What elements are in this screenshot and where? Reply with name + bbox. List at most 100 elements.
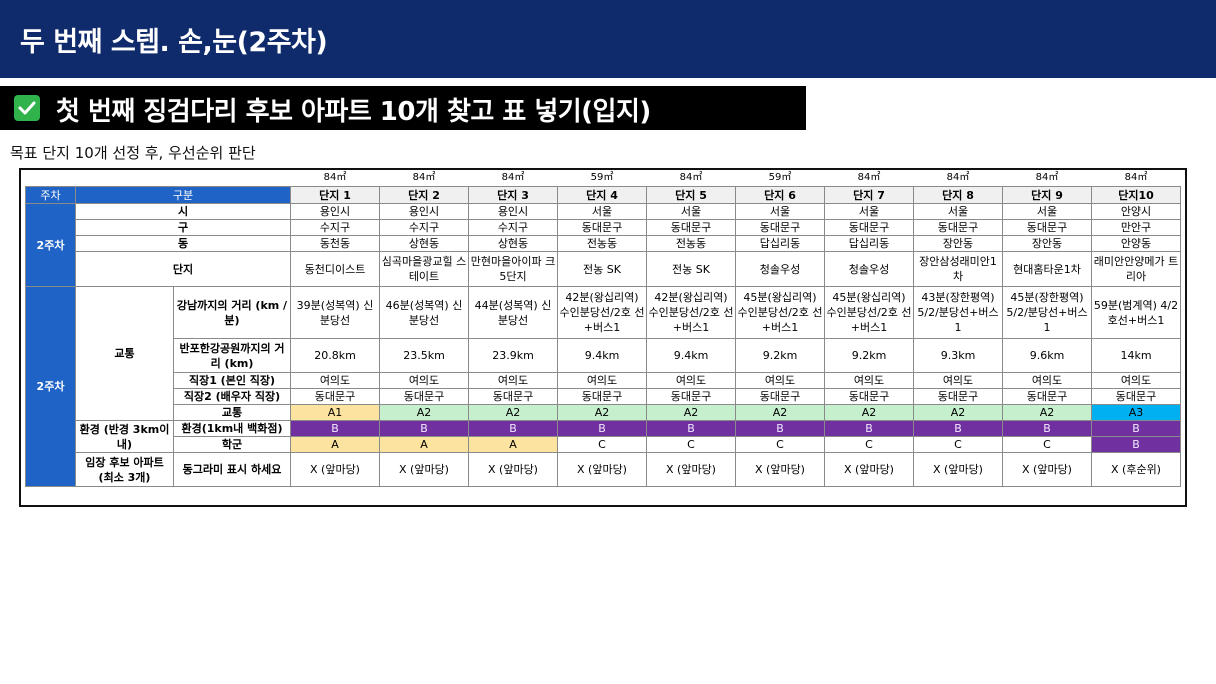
top-title-bar: 두 번째 스텝. 손,눈(2주차): [0, 0, 1216, 78]
gangnam-cell: 46분(성복역) 신분당선: [379, 286, 469, 339]
environment-cell: B: [1002, 420, 1092, 437]
si-cell: 서울: [557, 203, 647, 220]
gu-cell: 수지구: [379, 219, 469, 236]
dong-cell: 상현동: [379, 235, 469, 252]
transport-cell: A2: [735, 404, 825, 421]
gu-cell: 동대문구: [735, 219, 825, 236]
job2-cell: 동대문구: [379, 388, 469, 405]
si-cell: 서울: [735, 203, 825, 220]
size-label: 84㎡: [412, 172, 436, 183]
gangnam-cell: 45분(왕십리역) 수인분당선/2호 선+버스1: [824, 286, 914, 339]
category-header: 구분: [75, 186, 291, 204]
label-visit-group: 임장 후보 아파트 (최소 3개): [75, 452, 174, 487]
label-job2: 직장2 (배우자 직장): [173, 388, 291, 405]
label-env-grade: 환경(1km내 백화점): [173, 420, 291, 437]
complex-header: 단지 2: [379, 186, 469, 204]
transport-cell: A2: [379, 404, 469, 421]
label-visit-note: 동그라미 표시 하세요: [173, 452, 291, 487]
gangnam-cell: 43분(장한평역) 5/2/분당선+버스 1: [913, 286, 1003, 339]
banpo-cell: 9.4km: [646, 338, 736, 373]
section-title-bar: 첫 번째 징검다리 후보 아파트 10개 찾고 표 넣기(입지): [0, 86, 806, 130]
banpo-cell: 9.2km: [735, 338, 825, 373]
gangnam-cell: 42분(왕십리역) 수인분당선/2호 선+버스1: [646, 286, 736, 339]
gu-cell: 만안구: [1091, 219, 1181, 236]
complex-header: 단지 9: [1002, 186, 1092, 204]
job2-cell: 동대문구: [1091, 388, 1181, 405]
size-spacer: [26, 170, 76, 187]
job1-row: 직장1 (본인 직장) 여의도 여의도 여의도 여의도 여의도 여의도 여의도 여의도 여의도 여의…: [26, 372, 1181, 389]
gangnam-cell: 42분(왕십리역) 수인분당선/2호 선+버스1: [557, 286, 647, 339]
table-frame: 84㎡ 84㎡ 84㎡ 59㎡ 84㎡ 59㎡ 84㎡ 84㎡ 84㎡ 84㎡ 주차 구분 단지 1 단지…: [19, 168, 1187, 507]
job1-cell: 여의도: [735, 372, 825, 389]
size-label: 84㎡: [1035, 172, 1059, 183]
gangnam-cell: 59분(범계역) 4/2호선+버스1: [1091, 286, 1181, 339]
gu-row: 구 수지구 수지구 수지구 동대문구 동대문구 동대문구 동대문구 동대문구 동대문구 만안구: [26, 219, 1181, 236]
job2-row: 직장2 (배우자 직장) 동대문구 동대문구 동대문구 동대문구 동대문구 동대문구 동대문구…: [26, 388, 1181, 405]
si-cell: 용인시: [468, 203, 558, 220]
section-title: 첫 번째 징검다리 후보 아파트 10개 찾고 표 넣기(입지): [56, 97, 651, 127]
visit-cell: X (앞마당): [913, 452, 1003, 487]
size-label: 84㎡: [1124, 172, 1148, 183]
school-cell: C: [735, 436, 825, 453]
job1-cell: 여의도: [557, 372, 647, 389]
gangnam-cell: 45분(왕십리역) 수인분당선/2호 선+버스1: [735, 286, 825, 339]
complex-header: 단지 6: [735, 186, 825, 204]
environment-cell: B: [735, 420, 825, 437]
label-job1: 직장1 (본인 직장): [173, 372, 291, 389]
visit-cell: X (앞마당): [557, 452, 647, 487]
school-cell: C: [646, 436, 736, 453]
banpo-cell: 9.3km: [913, 338, 1003, 373]
transport-cell: A3: [1091, 404, 1181, 421]
school-cell: A: [290, 436, 380, 453]
size-label: 59㎡: [590, 172, 614, 183]
danji-cell: 동천디이스트: [290, 251, 380, 287]
complex-header: 단지 5: [646, 186, 736, 204]
label-school: 학군: [173, 436, 291, 453]
environment-cell: B: [557, 420, 647, 437]
si-cell: 서울: [1002, 203, 1092, 220]
complex-header: 단지 7: [824, 186, 914, 204]
danji-cell: 래미안안양메가 트리아: [1091, 251, 1181, 287]
banpo-cell: 20.8km: [290, 338, 380, 373]
dong-cell: 전농동: [557, 235, 647, 252]
gangnam-cell: 39분(성복역) 신분당선: [290, 286, 380, 339]
dong-cell: 장안동: [1002, 235, 1092, 252]
environment-cell: B: [646, 420, 736, 437]
job2-cell: 동대문구: [913, 388, 1003, 405]
school-cell: C: [913, 436, 1003, 453]
size-label: 84㎡: [323, 172, 347, 183]
job1-cell: 여의도: [646, 372, 736, 389]
size-label: 59㎡: [768, 172, 792, 183]
label-transport-grade: 교통: [173, 404, 291, 421]
job2-cell: 동대문구: [557, 388, 647, 405]
size-row: 84㎡ 84㎡ 84㎡ 59㎡ 84㎡ 59㎡ 84㎡ 84㎡ 84㎡ 84㎡: [26, 170, 1181, 187]
apartment-table: 84㎡ 84㎡ 84㎡ 59㎡ 84㎡ 59㎡ 84㎡ 84㎡ 84㎡ 84㎡ 주차 구분 단지 1 단지…: [25, 170, 1181, 487]
label-si: 시: [75, 203, 291, 220]
dong-cell: 전농동: [646, 235, 736, 252]
gu-cell: 수지구: [468, 219, 558, 236]
dong-cell: 답십리동: [735, 235, 825, 252]
visit-row: 임장 후보 아파트 (최소 3개) 동그라미 표시 하세요 X (앞마당) X (앞마…: [26, 452, 1181, 487]
dong-cell: 안양동: [1091, 235, 1181, 252]
complex-header: 단지10: [1091, 186, 1181, 204]
banpo-cell: 23.5km: [379, 338, 469, 373]
description-text: 목표 단지 10개 선정 후, 우선순위 판단: [10, 144, 256, 162]
banpo-cell: 14km: [1091, 338, 1181, 373]
danji-cell: 청솔우성: [824, 251, 914, 287]
environment-cell: B: [824, 420, 914, 437]
header-row: 주차 구분 단지 1 단지 2 단지 3 단지 4 단지 5 단지 6 단지 7 단지 8 단지 9…: [25, 186, 1181, 204]
job1-cell: 여의도: [913, 372, 1003, 389]
label-gu: 구: [75, 219, 291, 236]
gangnam-row: 2주차 교통 강남까지의 거리 (km / 분) 39분(성복역) 신분당선 46분(성…: [25, 286, 1181, 487]
banpo-cell: 9.6km: [1002, 338, 1092, 373]
transport-cell: A2: [557, 404, 647, 421]
environment-row: 환경 (반경 3km이내) 환경(1km내 백화점) B B B B B B B B B B: [26, 420, 1181, 453]
size-spacer: [174, 170, 291, 187]
gu-cell: 동대문구: [646, 219, 736, 236]
school-cell: C: [1002, 436, 1092, 453]
transport-cell: A2: [1002, 404, 1092, 421]
banpo-cell: 23.9km: [468, 338, 558, 373]
si-cell: 서울: [913, 203, 1003, 220]
week-header: 주차: [25, 186, 76, 204]
complex-header: 단지 1: [290, 186, 380, 204]
